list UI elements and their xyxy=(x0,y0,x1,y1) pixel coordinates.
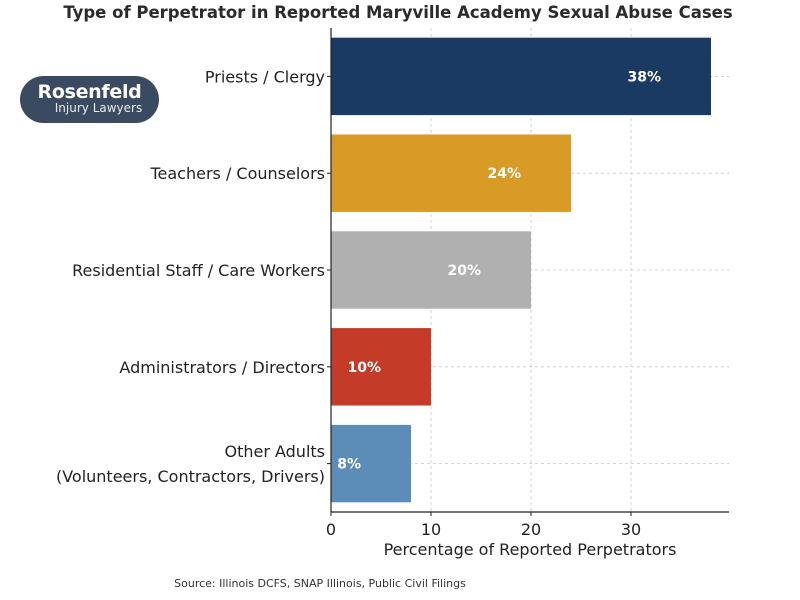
y-tick-label-line: Residential Staff / Care Workers xyxy=(72,261,325,280)
y-tick-label-line: Priests / Clergy xyxy=(205,67,325,86)
chart-title: Type of Perpetrator in Reported Maryvill… xyxy=(63,3,733,22)
bar xyxy=(331,134,571,212)
y-tick-label-line: Other Adults xyxy=(224,442,325,461)
logo-line2: Injury Lawyers xyxy=(54,101,143,115)
y-tick-label: Priests / Clergy xyxy=(205,67,325,86)
y-tick-label: Other Adults (Volunteers, Contractors, Dr… xyxy=(56,442,325,486)
y-tick-label: Residential Staff / Care Workers xyxy=(72,261,325,280)
x-tick-label: 10 xyxy=(421,520,441,539)
y-tick-label-line: Administrators / Directors xyxy=(119,358,325,377)
y-tick-label-line: Teachers / Counselors xyxy=(149,164,325,183)
data-label: 38% xyxy=(627,69,661,85)
bar xyxy=(331,424,411,503)
source-note: Source: Illinois DCFS, SNAP Illinois, Pu… xyxy=(174,577,466,590)
bar xyxy=(331,328,431,406)
x-tick-label: 0 xyxy=(326,520,336,539)
y-tick-label: Administrators / Directors xyxy=(119,358,325,377)
data-label: 20% xyxy=(447,263,481,279)
data-label: 8% xyxy=(337,457,361,473)
data-label: 24% xyxy=(487,166,521,182)
x-axis-label: Percentage of Reported Perpetrators xyxy=(384,540,677,559)
data-label: 10% xyxy=(347,360,381,376)
x-tick-label: 20 xyxy=(521,520,541,539)
bar xyxy=(331,37,711,116)
logo-line1: Rosenfeld xyxy=(37,81,142,103)
x-tick-label: 30 xyxy=(621,520,641,539)
y-tick-label-line: (Volunteers, Contractors, Drivers) xyxy=(56,467,325,486)
bar xyxy=(331,231,531,309)
rosenfeld-logo: Rosenfeld Injury Lawyers xyxy=(20,76,159,123)
y-tick-label: Teachers / Counselors xyxy=(149,164,325,183)
